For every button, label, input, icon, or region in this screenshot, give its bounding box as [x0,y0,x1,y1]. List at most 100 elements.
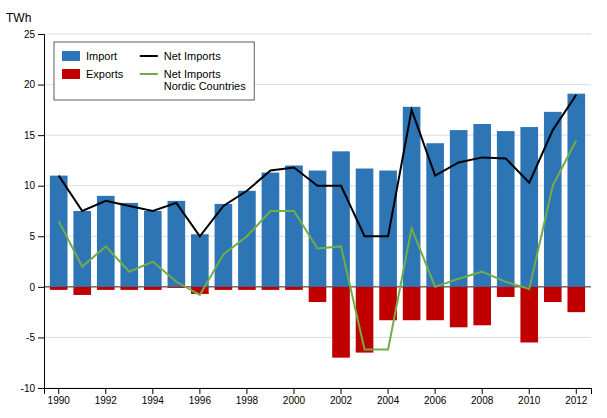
tick-label: 1990 [48,395,71,406]
tick-label: 1998 [236,395,259,406]
line [59,140,577,349]
tick: 25 [24,29,44,40]
tick: 20 [24,79,44,90]
bar [426,143,444,287]
tick: -5 [26,332,44,343]
bar-series [50,94,585,287]
tick-label: 2006 [424,395,447,406]
legend-frame [54,42,254,100]
tick: -10 [21,383,44,394]
tick-mark [105,388,106,394]
tick-label: 15 [24,130,36,141]
x-axis: 1990 1992 1994 1996 1998 2000 2002 2004 2006 2008… [45,388,592,406]
tick-label: 2010 [518,395,541,406]
tick-label: 2012 [565,395,588,406]
bar [97,196,115,287]
tick: 2004 [377,388,400,406]
tick-mark [152,388,153,394]
legend-label: Import [86,50,117,62]
tick-label: 2000 [283,395,306,406]
y-axis: -10 -5 0 5 10 15 20 25 [21,29,45,394]
tick-mark [482,388,483,394]
tick-mark [293,388,294,394]
bar [285,287,303,290]
tick: 2006 [424,388,447,406]
tick-mark [435,388,436,394]
tick: 2000 [283,388,306,406]
bar [309,287,327,302]
legend-entry: Net Imports [140,50,221,62]
legend-label: Net Imports [164,50,221,62]
tick: 1994 [142,388,165,406]
tick-label: 1992 [95,395,118,406]
bar [262,287,280,290]
bar [379,171,397,287]
bar [309,171,327,287]
tick-mark [38,287,44,288]
tick-label: 25 [24,29,36,40]
bar [191,234,209,287]
bar [497,131,515,287]
bar [73,211,91,287]
bar [120,203,138,287]
legend-swatch [62,51,80,61]
bar [473,287,491,325]
tick-label: 5 [29,231,35,242]
tick: 2002 [330,388,353,406]
axis-line [38,35,45,389]
bar [450,130,468,287]
tick: 5 [29,231,44,242]
chart-area: 1990 1992 1994 1996 1998 2000 2002 2004 2006 2008… [6,11,592,406]
tick-mark [199,388,200,394]
tick-label: 2004 [377,395,400,406]
tick: 2008 [471,388,494,406]
chart: 1990 1992 1994 1996 1998 2000 2002 2004 2006 2008… [0,0,607,418]
tick-mark [529,388,530,394]
bar [356,169,374,287]
tick-label: -10 [21,383,36,394]
legend-swatch [140,73,158,75]
bar [403,287,421,320]
tick-label: 1996 [189,395,212,406]
bar [168,287,186,288]
bar [567,94,585,287]
tick-mark [246,388,247,394]
bar [238,191,256,287]
bar [544,287,562,302]
bar [567,287,585,312]
tick-label: 1994 [142,395,165,406]
tick: 10 [24,180,44,191]
legend-label-line: Import [86,50,117,62]
axis-label: TWh [6,11,31,25]
tick-label: 10 [24,180,36,191]
tick-mark [58,388,59,394]
tick-mark [38,34,44,35]
bar [332,151,350,287]
legend-swatch [140,55,158,57]
tick-mark [38,186,44,187]
tick-label: 20 [24,79,36,90]
legend-label: Net ImportsNordic Countries [164,68,246,92]
bar [520,287,538,343]
bar [168,201,186,287]
grid-line [44,337,591,338]
tick-mark [38,337,44,338]
axis-line [45,389,592,395]
tick-label: 2002 [330,395,353,406]
legend-label-line: Exports [86,68,124,80]
tick-mark [576,388,577,394]
tick: 1990 [48,388,71,406]
legend-entry: Exports [62,68,124,80]
tick: 0 [29,282,44,293]
tick-label: 0 [29,282,35,293]
bar [426,287,444,320]
bar [544,112,562,287]
tick-mark [38,388,44,389]
legend: Import Exports Net Imports Net ImportsNordi… [54,42,254,100]
bar [97,287,115,290]
tick-mark [388,388,389,394]
tick-mark [38,135,44,136]
legend-label: Exports [86,68,124,80]
tick: 2010 [518,388,541,406]
bar [120,287,138,290]
